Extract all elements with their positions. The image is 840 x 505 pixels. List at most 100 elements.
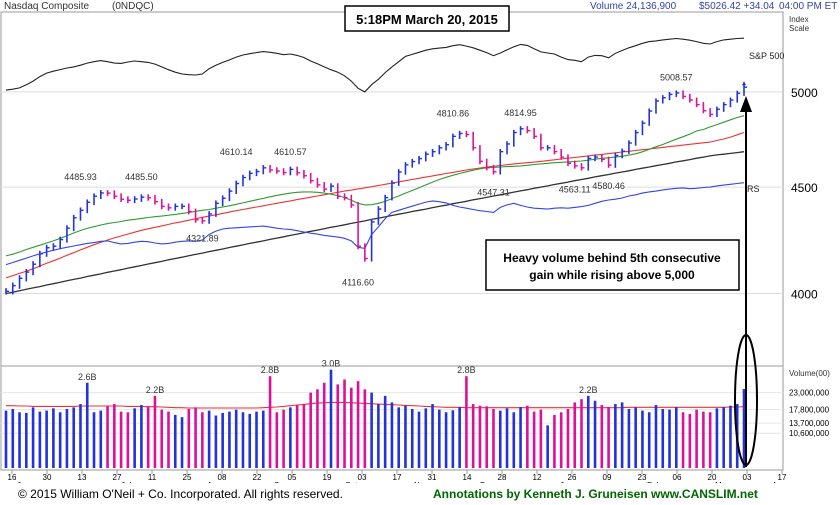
volume-bar — [207, 410, 211, 468]
index-symbol: (0NDQC) — [112, 1, 154, 12]
volume-bar — [681, 412, 685, 468]
volume-bar — [444, 412, 448, 468]
volume-bar — [356, 381, 360, 468]
x-tick-label: 13 — [78, 473, 87, 482]
volume-bar — [661, 408, 665, 468]
volume-bar — [25, 412, 28, 468]
x-tick-label: 03 — [743, 473, 752, 482]
time-readout: 04:00 PM ET — [779, 1, 837, 12]
last-close-marker — [742, 81, 746, 86]
x-tick-label: 28 — [498, 473, 507, 482]
volume-bar — [431, 404, 434, 468]
footer: © 2015 William O'Neil + Co. Incorporated… — [0, 483, 840, 505]
volume-bar — [451, 410, 455, 468]
x-tick-label: 06 — [673, 473, 682, 482]
volume-bar — [72, 407, 76, 468]
volume-bar — [695, 409, 698, 468]
price-volume-chart: 4000 4500 5000 23,000,000 17,800,000 13,700,0… — [0, 1, 838, 490]
x-tick-label: 17 — [393, 473, 402, 482]
x-tick-label: 26 — [568, 473, 577, 482]
volume-bar — [146, 406, 150, 468]
volume-bar — [674, 407, 678, 468]
volume-axis-title: Volume(00) — [789, 369, 830, 378]
volume-bar — [458, 407, 461, 468]
price-value-label: 4814.95 — [504, 108, 537, 118]
long-term-moving-average-line — [5, 151, 745, 295]
volume-bar — [79, 404, 82, 468]
volume-bar — [31, 407, 35, 468]
price-value-label: 4610.14 — [220, 147, 253, 157]
volume-bar — [180, 417, 184, 468]
volume-bar — [634, 407, 637, 468]
volume-bar — [688, 413, 692, 468]
x-tick-label: 27 — [113, 473, 122, 482]
volume-bar — [397, 407, 400, 468]
x-tick-label: 22 — [253, 473, 262, 482]
volume-bar — [106, 406, 109, 468]
price-tick-label: 4000 — [791, 288, 818, 302]
volume-bar — [160, 409, 164, 468]
volume-bar — [329, 369, 333, 468]
volume-value-label: 2.2B — [579, 385, 598, 395]
volume-bar — [702, 411, 705, 468]
volume-bar — [498, 410, 502, 468]
x-tick-label: 12 — [533, 473, 542, 482]
volume-tick-label: 13,700,000 — [789, 419, 830, 428]
x-tick-label: 31 — [428, 473, 437, 482]
volume-bar — [322, 382, 326, 468]
volume-readout: Volume 24,136,900 — [590, 1, 677, 12]
volume-bar — [248, 413, 252, 468]
price-value-label: 4116.60 — [342, 278, 374, 288]
volume-value-label: 2.6B — [78, 372, 97, 382]
price-value-label: 4485.93 — [64, 172, 97, 182]
x-tick-label: 25 — [183, 473, 192, 482]
volume-bar — [113, 404, 116, 468]
200-day-moving-average-line — [5, 131, 745, 279]
volume-bar — [485, 406, 489, 468]
volume-bar — [201, 412, 204, 468]
volume-bar — [573, 402, 577, 468]
x-tick-label: 16 — [8, 473, 17, 482]
volume-bar — [289, 407, 292, 468]
price-value-label: 4321.89 — [186, 234, 219, 244]
volume-bar — [722, 407, 725, 468]
volume-bar — [38, 411, 42, 468]
x-tick-label: 30 — [43, 473, 52, 482]
volume-bar — [492, 408, 495, 468]
volume-bar — [614, 404, 617, 468]
volume-bar — [627, 408, 631, 468]
volume-bar — [620, 402, 624, 468]
volume-bar — [167, 411, 170, 468]
volume-highlight-ellipse — [734, 334, 758, 466]
quote-readout: $5026.42 +34.04 — [699, 1, 775, 12]
volume-bar — [417, 411, 421, 468]
volume-bar — [11, 408, 15, 468]
volume-bar — [641, 410, 644, 468]
relative-strength-line — [5, 182, 745, 266]
volume-bar — [99, 410, 103, 468]
sp500-line — [5, 37, 745, 93]
volume-bar — [309, 392, 312, 468]
volume-bar — [559, 412, 563, 468]
volume-bar — [275, 412, 279, 468]
volume-bar — [729, 405, 732, 468]
volume-bar — [126, 412, 130, 468]
volume-bar — [336, 384, 340, 468]
callout-arrow-head — [740, 96, 752, 112]
volume-bar — [532, 411, 536, 468]
volume-bar — [519, 407, 522, 468]
volume-bar — [173, 414, 177, 468]
timestamp-text: 5:18PM March 20, 2015 — [356, 12, 498, 27]
volume-bar — [58, 412, 62, 468]
volume-bar — [404, 405, 407, 468]
volume-bar — [85, 382, 89, 468]
volume-bar — [566, 408, 570, 468]
volume-tick-label: 10,600,000 — [789, 429, 830, 438]
price-value-label: 4810.86 — [437, 109, 470, 119]
volume-bar — [282, 409, 285, 468]
volume-bar — [343, 379, 346, 468]
volume-bar — [261, 410, 265, 468]
volume-tick-label: 23,000,000 — [789, 389, 830, 398]
volume-bar — [363, 389, 367, 468]
timestamp-box — [344, 5, 510, 32]
